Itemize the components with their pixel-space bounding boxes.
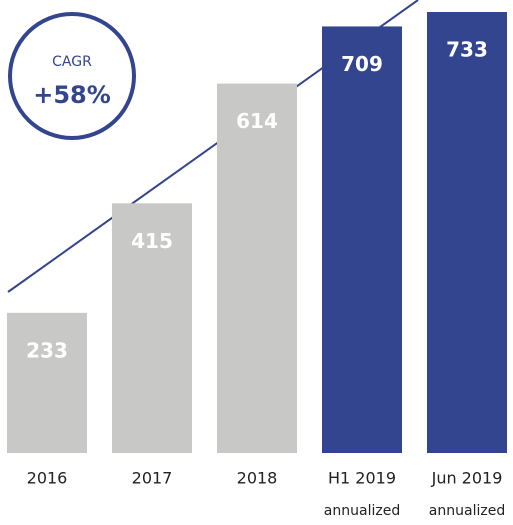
x-tick-label: 2018	[237, 469, 278, 488]
value-label: 415	[131, 229, 173, 253]
x-tick-label: Jun 2019	[431, 469, 503, 488]
value-label: 233	[26, 338, 68, 362]
bar	[322, 26, 402, 453]
value-label: 733	[446, 38, 488, 62]
bar	[427, 12, 507, 453]
cagr-value: +58%	[33, 81, 111, 109]
bar	[7, 312, 87, 453]
bar	[112, 203, 192, 453]
x-tick-note: annualized	[324, 503, 400, 519]
x-tick-label: H1 2019	[328, 469, 396, 488]
value-label: 709	[341, 52, 383, 76]
bar	[217, 83, 297, 453]
x-tick-label: 2017	[132, 469, 173, 488]
x-tick-label: 2016	[27, 469, 68, 488]
value-label: 614	[236, 109, 278, 133]
cagr-label: CAGR	[52, 54, 92, 70]
x-tick-note: annualized	[429, 503, 505, 519]
cagr-circle	[8, 12, 136, 140]
